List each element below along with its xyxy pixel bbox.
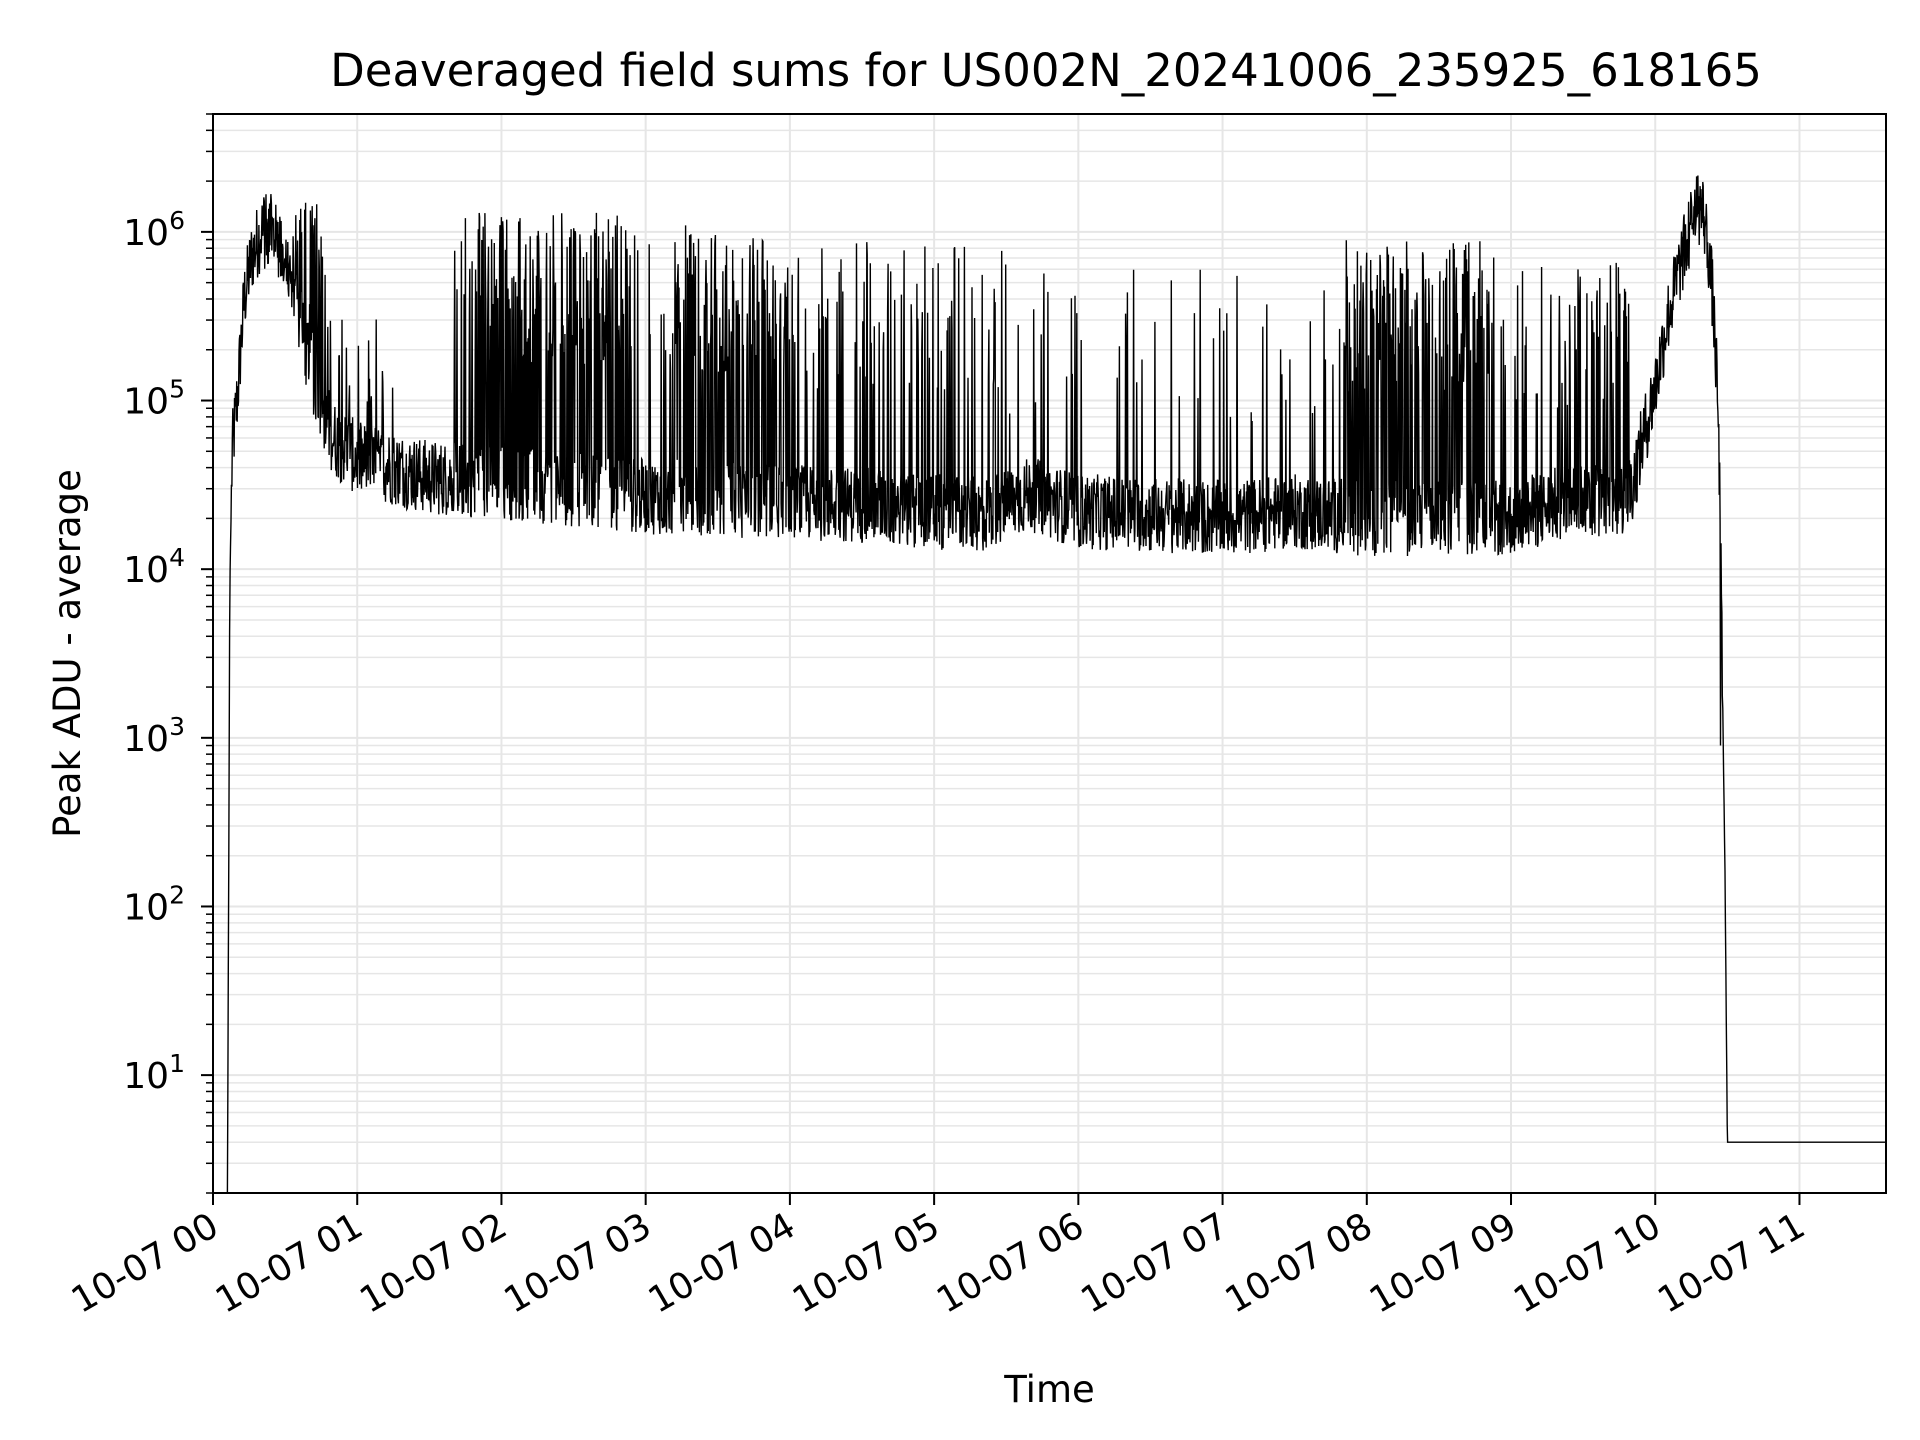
plot-frame — [212, 113, 1887, 1194]
y-tick-label: 105 — [123, 375, 185, 423]
chart-title: Deaveraged field sums for US002N_2024100… — [330, 44, 1762, 97]
x-axis-label: Time — [1003, 1368, 1095, 1411]
y-axis: 101 102 103 104 105 106 — [123, 113, 213, 1194]
series-line — [226, 175, 1886, 1194]
y-axis-label: Peak ADU - average — [46, 469, 89, 838]
data-line — [226, 175, 1886, 1194]
y-tick-label: 106 — [123, 206, 185, 254]
y-tick-label: 102 — [123, 880, 185, 928]
y-tick-label: 103 — [123, 712, 185, 760]
y-tick-label: 104 — [123, 543, 185, 591]
y-tick-label: 101 — [123, 1049, 185, 1097]
